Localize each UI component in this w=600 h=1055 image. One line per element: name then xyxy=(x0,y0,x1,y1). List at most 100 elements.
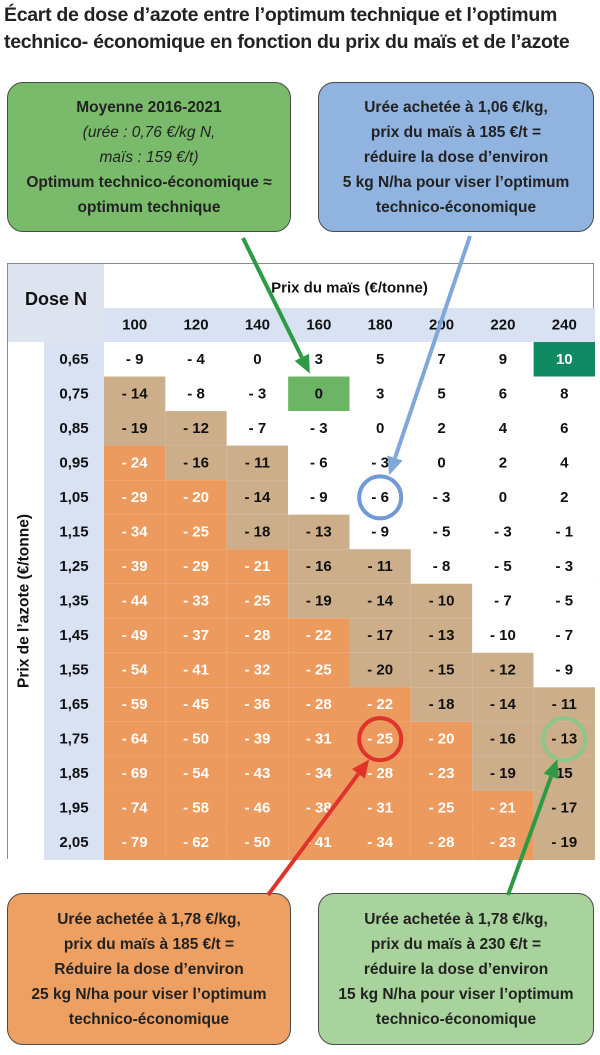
callout-line: 25 kg N/ha pour viser l’optimum xyxy=(31,985,267,1003)
table-cell xyxy=(165,618,227,653)
table-cell xyxy=(533,376,595,412)
callout-line: prix du maïs à 230 €/t = xyxy=(370,935,542,953)
cell-value: - 21 xyxy=(245,558,271,575)
table-cell xyxy=(226,583,289,619)
cell-value: - 22 xyxy=(306,627,332,644)
callout-green-scenario: Urée achetée à 1,78 €/kg, prix du maïs à… xyxy=(318,893,594,1045)
table-cell xyxy=(410,583,473,619)
cell-value: - 20 xyxy=(429,731,455,748)
cell-value: - 9 xyxy=(556,662,574,679)
cell-value: - 23 xyxy=(429,765,455,782)
chart-title-line2: technico- économique en fonction du prix… xyxy=(4,31,570,53)
col-tick-label: 140 xyxy=(245,317,270,334)
cell-value: 3 xyxy=(376,385,384,402)
cell-value: - 12 xyxy=(490,662,516,679)
cell-value: - 14 xyxy=(122,385,149,402)
col-axis-label: Prix du maïs (€/tonne) xyxy=(271,280,428,297)
chart-title: Écart de dose d’azote entre l’optimum te… xyxy=(4,2,596,56)
table-cell xyxy=(410,618,473,653)
cell-value: 15 xyxy=(556,765,573,782)
row-tick-label: 1,15 xyxy=(59,523,88,540)
cell-value: - 5 xyxy=(433,523,451,540)
cell-value: - 14 xyxy=(490,696,517,713)
table-cell xyxy=(288,618,350,653)
cell-value: 5 xyxy=(376,351,384,368)
cell-value: - 64 xyxy=(122,731,149,748)
table-cell xyxy=(533,445,595,481)
table-cell xyxy=(104,618,166,653)
highlight-circle-green xyxy=(541,716,588,763)
cell-value: - 3 xyxy=(249,385,267,402)
cell-value: - 1 xyxy=(556,523,574,540)
table-cell xyxy=(410,790,473,826)
table-cell xyxy=(288,687,350,722)
cell-value: - 17 xyxy=(551,800,577,817)
row-axis-label: Prix de l’azote (€/tonne) xyxy=(16,514,33,688)
col-tick-label: 120 xyxy=(184,317,209,334)
callout-blue-scenario: Urée achetée à 1,06 €/kg, prix du maïs à… xyxy=(318,82,594,232)
cell-value: - 15 xyxy=(429,662,455,679)
row-tick-label: 1,85 xyxy=(59,765,88,782)
table-cell xyxy=(533,342,595,377)
cell-value: 0 xyxy=(437,454,445,471)
cell-value: - 54 xyxy=(183,765,210,782)
table-cell xyxy=(349,687,411,722)
cell-value: - 10 xyxy=(429,593,455,610)
table-cell xyxy=(165,514,227,550)
table-cell xyxy=(288,376,350,412)
col-tick-label: 160 xyxy=(306,317,331,334)
table-cell xyxy=(472,652,534,688)
cell-value: 0 xyxy=(315,385,323,402)
table-cell xyxy=(472,721,534,757)
cell-value: - 29 xyxy=(183,558,209,575)
cell-value: - 74 xyxy=(122,800,149,817)
cell-value: 3 xyxy=(315,351,323,368)
table-cell xyxy=(226,514,289,550)
cell-value: 10 xyxy=(556,351,573,368)
table-cell xyxy=(472,549,534,584)
col-tick-label: 220 xyxy=(490,317,515,334)
table-cell xyxy=(410,825,473,860)
cell-value: - 25 xyxy=(183,523,209,540)
cell-value: - 79 xyxy=(122,834,148,851)
cell-value: - 16 xyxy=(306,558,332,575)
cell-value: - 9 xyxy=(310,489,328,506)
cell-value: - 14 xyxy=(245,489,272,506)
cell-value: - 43 xyxy=(245,765,271,782)
cell-value: - 8 xyxy=(187,385,205,402)
cell-value: - 25 xyxy=(306,662,332,679)
row-axis-band xyxy=(8,342,44,860)
callout-orange-scenario: Urée achetée à 1,78 €/kg, prix du maïs à… xyxy=(7,893,291,1045)
cell-value: - 59 xyxy=(122,696,148,713)
table-cell xyxy=(533,618,595,653)
col-tick-label: 200 xyxy=(429,317,454,334)
table-cell xyxy=(226,549,289,584)
cell-value: - 22 xyxy=(367,696,393,713)
cell-value: - 25 xyxy=(367,731,393,748)
cell-value: - 3 xyxy=(371,454,389,471)
callout-line: Urée achetée à 1,78 €/kg, xyxy=(57,910,241,928)
cell-value: 0 xyxy=(253,351,261,368)
cell-value: 5 xyxy=(437,385,445,402)
table-cell xyxy=(104,790,166,826)
callout-line: Optimum technico-économique ≈ xyxy=(26,173,272,191)
cell-value: - 7 xyxy=(556,627,574,644)
row-header-band xyxy=(44,342,104,860)
callout-line: Urée achetée à 1,78 €/kg, xyxy=(364,910,548,928)
cell-value: - 54 xyxy=(122,662,149,679)
table-cell xyxy=(472,376,534,412)
table-cell xyxy=(165,825,227,860)
cell-value: 2 xyxy=(560,489,568,506)
table-cell xyxy=(472,445,534,481)
cell-value: - 20 xyxy=(367,662,393,679)
table-cell xyxy=(533,583,595,619)
cell-value: 4 xyxy=(499,420,508,437)
cell-value: - 36 xyxy=(245,696,271,713)
table-cell xyxy=(410,721,473,757)
corner-label: Dose N xyxy=(25,289,87,309)
table-cell xyxy=(410,687,473,722)
row-tick-label: 0,95 xyxy=(59,454,88,471)
cell-value: - 62 xyxy=(183,834,209,851)
table-cell xyxy=(104,549,166,584)
table-cell xyxy=(104,652,166,688)
